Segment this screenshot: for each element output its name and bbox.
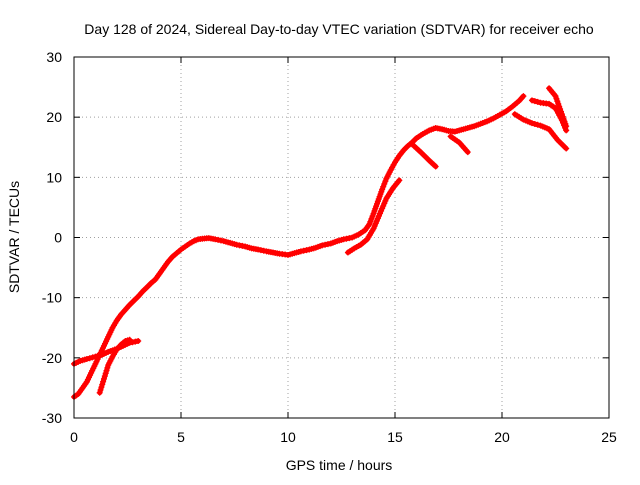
x-tick-label: 5 — [177, 429, 185, 445]
data-point-marker — [368, 215, 375, 222]
data-point-marker — [103, 367, 110, 374]
data-point-marker — [215, 236, 222, 243]
data-point-marker — [319, 242, 326, 249]
x-tick-label: 25 — [601, 429, 617, 445]
data-point-marker — [396, 177, 403, 184]
data-point-marker — [100, 378, 107, 385]
data-point-marker — [101, 373, 108, 380]
data-point-marker — [257, 247, 264, 254]
data-point-marker — [520, 93, 527, 100]
data-point-marker — [236, 242, 243, 249]
grid — [74, 57, 609, 418]
data-point-marker — [98, 384, 105, 391]
data-point-marker — [104, 364, 111, 371]
data-point-marker — [260, 247, 267, 254]
data-point-marker — [239, 242, 246, 249]
x-tick-label: 10 — [280, 429, 296, 445]
series-track-1 — [71, 337, 142, 367]
data-point-marker — [297, 248, 304, 255]
y-tick-label: 0 — [54, 230, 62, 246]
data-point-marker — [340, 236, 347, 243]
data-point-marker — [96, 389, 103, 396]
data-point-marker — [432, 163, 439, 170]
data-point-marker — [382, 178, 389, 185]
data-point-marker — [255, 246, 262, 253]
data-point-marker — [89, 354, 96, 361]
data-point-marker — [126, 336, 133, 343]
data-point-marker — [102, 370, 109, 377]
series-track-2 — [71, 93, 527, 400]
data-point-marker — [233, 241, 240, 248]
data-point-marker — [322, 241, 329, 248]
data-point-marker — [528, 97, 535, 104]
data-points — [71, 85, 570, 400]
data-point-marker — [135, 337, 142, 344]
data-point-marker — [369, 213, 376, 220]
x-tick-label: 0 — [70, 429, 78, 445]
data-point-marker — [343, 235, 350, 242]
data-point-marker — [534, 121, 541, 128]
data-point-marker — [99, 381, 106, 388]
x-axis-label: GPS time / hours — [286, 457, 393, 473]
series-track-6 — [447, 133, 471, 156]
y-tick-label: -10 — [42, 290, 62, 306]
data-point-marker — [300, 247, 307, 254]
data-point-marker — [528, 120, 535, 127]
y-tick-label: 30 — [46, 49, 62, 65]
data-point-marker — [381, 180, 388, 187]
chart-title: Day 128 of 2024, Sidereal Day-to-day VTE… — [84, 21, 594, 37]
data-point-marker — [380, 183, 387, 190]
x-tick-label: 15 — [387, 429, 403, 445]
data-point-marker — [534, 98, 541, 105]
data-point-marker — [464, 149, 471, 156]
series-track-7 — [511, 111, 570, 152]
series-track-9 — [546, 85, 570, 130]
data-point-marker — [531, 98, 538, 105]
series-track-5 — [409, 141, 439, 170]
data-point-marker — [346, 235, 353, 242]
y-tick-label: 10 — [46, 169, 62, 185]
y-axis-label: SDTVAR / TECUs — [6, 181, 22, 293]
data-point-marker — [366, 221, 373, 228]
data-point-marker — [100, 375, 107, 382]
data-point-marker — [217, 237, 224, 244]
data-point-marker — [531, 120, 538, 127]
data-point-marker — [379, 186, 386, 193]
data-point-marker — [132, 338, 139, 345]
y-tick-label: -30 — [42, 410, 62, 426]
data-point-marker — [563, 123, 570, 130]
data-point-marker — [86, 355, 93, 362]
x-tick-label: 20 — [494, 429, 510, 445]
y-tick-label: -20 — [42, 350, 62, 366]
data-point-marker — [563, 145, 570, 152]
data-point-marker — [212, 236, 219, 243]
series-track-4 — [344, 177, 403, 256]
data-point-marker — [324, 241, 331, 248]
data-point-marker — [97, 386, 104, 393]
data-point-marker — [367, 218, 374, 225]
axes: 0 5 10 15 20 25 -30 -20 -10 0 10 20 30 — [42, 49, 617, 445]
data-point-marker — [83, 356, 90, 363]
series-track-3 — [96, 336, 133, 396]
y-tick-label: 20 — [46, 109, 62, 125]
data-point-marker — [303, 247, 310, 254]
